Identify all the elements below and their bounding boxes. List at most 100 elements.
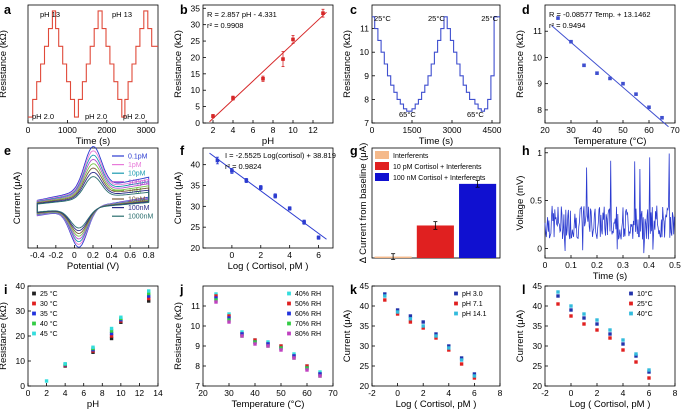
data-point-f (273, 194, 278, 198)
x-tick-label-h: 0.3 (617, 260, 629, 270)
data-point-l (634, 360, 638, 364)
panel-label-b: b (180, 3, 188, 17)
data-point-k (395, 312, 400, 316)
data-point-f (302, 220, 306, 224)
data-point-l (608, 328, 612, 332)
data-point-l (634, 352, 638, 356)
annotation-f-0: I = -2.5525 Log(cortisol) + 38.819 (225, 151, 336, 160)
legend-marker-i (32, 331, 36, 336)
y-tick-label-b: 30 (191, 20, 201, 30)
annotation-d-1: r² = 0.9494 (549, 21, 585, 30)
data-point-j (279, 344, 283, 348)
annotation-d-0: R = -0.08577 Temp. + 13.1462 (549, 10, 651, 19)
y-tick-label-l: 30 (533, 341, 543, 351)
y-axis-label-g: Δ Current from baseline (μA) (358, 143, 369, 264)
y-tick-label-i: 10 (16, 356, 26, 366)
data-point-j (318, 370, 322, 374)
data-point-j (214, 296, 218, 300)
y-axis-label-a: Resistance (kΩ) (0, 30, 9, 98)
x-tick-label-f: 6 (316, 250, 321, 260)
data-point-f (316, 235, 321, 240)
data-point-i (109, 331, 114, 336)
data-point-l (647, 368, 651, 372)
x-tick-label-e: 0 (72, 250, 77, 260)
x-tick-label-c: 4500 (483, 125, 502, 135)
data-point-k (395, 308, 400, 312)
plot-frame-d (544, 4, 676, 124)
data-point-b (261, 76, 265, 81)
x-tick-label-l: 0 (569, 388, 574, 398)
noise-trace-h (544, 153, 675, 254)
x-tick-label-i: 12 (135, 388, 145, 398)
data-point-l (621, 348, 625, 352)
legend-label-k: pH 7.1 (462, 301, 483, 308)
data-point-j (253, 342, 257, 346)
y-tick-label-f: 25 (191, 222, 201, 232)
legend-marker-i (32, 311, 36, 316)
panel-label-i: i (4, 283, 7, 297)
fit-line-f (209, 152, 327, 240)
data-point-l (569, 304, 573, 308)
data-point-d (634, 92, 638, 96)
x-tick-label-d: 60 (644, 125, 654, 135)
data-point-d (660, 115, 664, 120)
x-tick-label-k: 2 (421, 388, 426, 398)
x-tick-label-b: 10 (288, 125, 298, 135)
y-tick-label-d: 10 (533, 52, 543, 62)
legend-label-e: 100pM (128, 179, 150, 186)
data-point-j (292, 354, 296, 358)
legend-label-i: 45 °C (40, 330, 58, 338)
x-tick-label-e: -0.2 (49, 250, 64, 260)
x-tick-label-b: 4 (231, 125, 236, 135)
x-tick-label-l: -2 (541, 388, 549, 398)
x-tick-label-i: 0 (26, 388, 31, 398)
x-tick-label-b: 12 (308, 125, 318, 135)
y-tick-label-i: 40 (16, 281, 26, 291)
x-tick-label-e: -0.4 (30, 250, 45, 260)
x-tick-label-i: 8 (100, 388, 105, 398)
data-point-b (211, 114, 215, 118)
data-point-k (459, 362, 464, 366)
y-tick-label-j: 10 (191, 321, 201, 331)
annotation-b-1: r² = 0.9908 (207, 21, 243, 30)
x-tick-label-k: 8 (498, 388, 503, 398)
data-point-j (214, 300, 218, 304)
x-tick-label-l: 2 (595, 388, 600, 398)
legend-label-e: 100nM (128, 205, 150, 212)
data-point-k (383, 294, 387, 298)
cv-curve-1000nM (36, 176, 150, 229)
data-point-b (281, 57, 285, 61)
y-tick-label-b: 20 (191, 52, 201, 62)
x-tick-label-j: 50 (276, 388, 286, 398)
legend-label-j: 60% RH (295, 311, 321, 318)
data-point-d (582, 63, 586, 68)
data-point-b (321, 11, 325, 15)
legend-label-e: 1pM (128, 162, 142, 169)
x-tick-label-h: 0.4 (643, 260, 655, 270)
data-point-i (91, 345, 95, 349)
data-point-i (147, 299, 151, 303)
data-point-j (214, 292, 218, 296)
data-point-l (634, 354, 638, 358)
annotation-c-1: 25°C (428, 14, 445, 23)
x-axis-label-l: Log ( Cortisol, pM ) (570, 399, 651, 410)
legend-marker-j (287, 321, 291, 326)
panel-label-c: c (350, 3, 357, 17)
x-axis-label-k: Log ( Cortisol, pM ) (396, 399, 477, 410)
y-tick-label-c: 11 (360, 24, 369, 34)
x-tick-label-l: 6 (647, 388, 652, 398)
y-tick-label-f: 30 (191, 201, 201, 211)
legend-swatch-g (375, 151, 389, 159)
data-point-l (569, 314, 573, 318)
legend-label-g: 10 pM Cortisol + Interferents (393, 164, 482, 171)
y-tick-label-d: 9 (537, 79, 542, 89)
x-tick-label-j: 40 (250, 388, 260, 398)
data-point-k (472, 372, 477, 376)
data-point-k (421, 320, 425, 324)
panel-label-f: f (180, 144, 185, 158)
data-point-j (214, 294, 218, 298)
y-tick-label-b: 0 (195, 118, 200, 128)
annotation-a-0: pH 13 (40, 10, 60, 19)
data-point-i (147, 291, 151, 296)
x-tick-label-b: 8 (271, 125, 276, 135)
